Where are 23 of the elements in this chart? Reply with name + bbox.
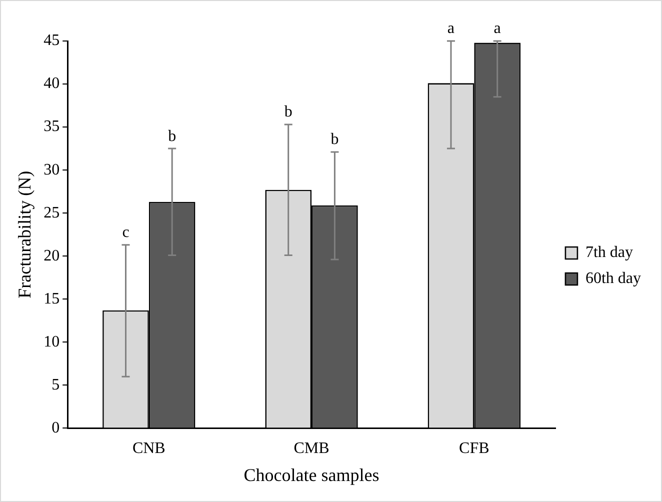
annotation: b bbox=[330, 131, 339, 148]
y-tick-label: 10 bbox=[44, 333, 60, 350]
y-tick-label: 15 bbox=[44, 290, 60, 308]
x-tick-label: CMB bbox=[294, 440, 330, 458]
x-axis-title: Chocolate samples bbox=[244, 464, 380, 485]
text: a bbox=[447, 20, 455, 38]
x-tick-label: CFB bbox=[459, 440, 490, 458]
annotation: c bbox=[122, 224, 130, 242]
y-tick-label: 20 bbox=[44, 247, 60, 264]
y-axis-title: Fracturability (N) bbox=[14, 170, 35, 298]
legend-label: 7th day bbox=[585, 244, 633, 262]
y-tick-label: 30 bbox=[44, 161, 60, 178]
annotation: b bbox=[168, 128, 176, 145]
y-tick-label: 40 bbox=[44, 75, 60, 92]
annotation: b bbox=[284, 104, 292, 121]
text: a bbox=[494, 20, 501, 38]
y-tick-label: 5 bbox=[52, 376, 60, 394]
y-tick-label: 35 bbox=[44, 118, 60, 136]
y-tick-label: 25 bbox=[44, 204, 60, 222]
y-tick-label: 45 bbox=[44, 32, 60, 50]
legend-label: 60th day bbox=[585, 270, 641, 288]
y-tick-label: 0 bbox=[52, 419, 60, 436]
x-tick-label: CNB bbox=[132, 440, 166, 458]
